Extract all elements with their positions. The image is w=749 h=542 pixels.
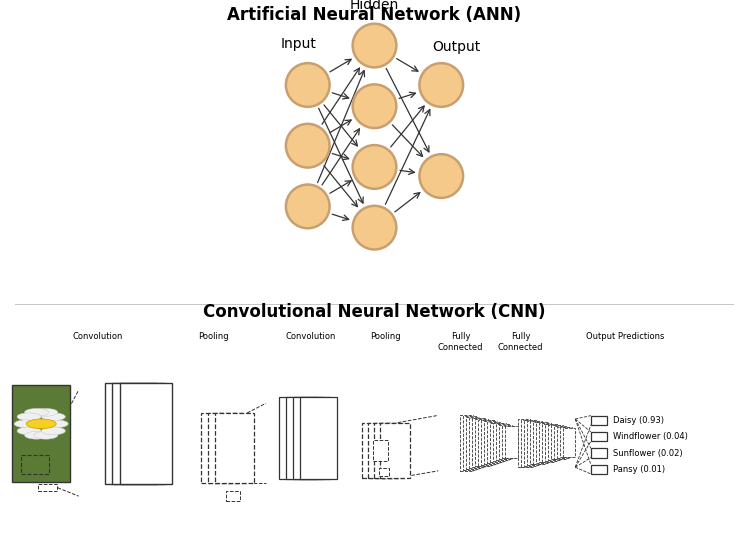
Bar — [533, 422, 545, 464]
Circle shape — [353, 24, 396, 67]
Bar — [226, 492, 240, 501]
Circle shape — [25, 431, 49, 439]
Text: Convolution: Convolution — [72, 332, 123, 341]
Circle shape — [419, 154, 463, 198]
Bar — [591, 448, 607, 457]
Bar — [536, 422, 548, 463]
Text: Pansy (0.01): Pansy (0.01) — [613, 465, 666, 474]
Bar — [460, 415, 473, 471]
Bar — [463, 416, 476, 470]
Bar — [487, 422, 500, 463]
Circle shape — [14, 420, 38, 428]
Bar — [518, 419, 530, 467]
Bar — [208, 413, 247, 483]
Bar — [493, 423, 506, 461]
Text: Pooling: Pooling — [198, 332, 228, 341]
Bar — [279, 397, 317, 479]
Bar — [551, 425, 563, 460]
Text: Output Predictions: Output Predictions — [586, 332, 664, 341]
Bar — [373, 440, 388, 461]
Bar — [466, 417, 479, 469]
Bar — [12, 385, 70, 482]
Text: Windflower (0.04): Windflower (0.04) — [613, 432, 688, 441]
Bar — [380, 423, 410, 478]
Text: Convolution: Convolution — [285, 332, 336, 341]
Bar — [37, 485, 57, 491]
Circle shape — [419, 63, 463, 107]
Bar — [300, 397, 337, 479]
Bar — [215, 413, 254, 483]
Bar — [112, 383, 165, 484]
Bar — [524, 420, 536, 466]
Bar — [499, 425, 512, 460]
Text: Daisy (0.93): Daisy (0.93) — [613, 416, 664, 425]
Bar — [374, 423, 404, 478]
Bar — [475, 419, 488, 467]
Bar — [120, 383, 172, 484]
Text: Fully
Connected: Fully Connected — [438, 332, 483, 352]
Circle shape — [353, 145, 396, 189]
Bar — [591, 432, 607, 441]
Bar — [368, 423, 398, 478]
Bar — [21, 455, 49, 474]
Circle shape — [41, 427, 65, 435]
Text: Fully
Connected: Fully Connected — [498, 332, 543, 352]
Circle shape — [353, 206, 396, 249]
Bar — [469, 417, 482, 468]
Bar — [557, 427, 569, 458]
Bar — [527, 421, 539, 465]
Text: Output: Output — [432, 40, 481, 54]
Circle shape — [286, 63, 330, 107]
Bar — [379, 468, 389, 476]
Bar — [563, 428, 575, 456]
Bar — [591, 416, 607, 425]
Bar — [484, 421, 497, 464]
Bar — [490, 423, 503, 462]
Bar — [286, 397, 324, 479]
Circle shape — [44, 420, 68, 428]
Bar — [539, 423, 551, 462]
Circle shape — [34, 409, 58, 416]
Text: Convolutional Neural Network (CNN): Convolutional Neural Network (CNN) — [203, 303, 546, 321]
Circle shape — [26, 419, 56, 429]
Bar — [560, 427, 572, 457]
Circle shape — [25, 409, 49, 416]
Bar — [496, 424, 509, 460]
Bar — [542, 424, 554, 462]
Bar — [293, 397, 330, 479]
Circle shape — [353, 85, 396, 128]
Bar — [502, 425, 515, 459]
Circle shape — [41, 413, 65, 421]
Bar — [478, 420, 491, 466]
Text: Hidden: Hidden — [350, 0, 399, 11]
Text: Sunflower (0.02): Sunflower (0.02) — [613, 448, 683, 457]
Bar — [554, 426, 566, 459]
Bar — [472, 418, 485, 467]
Bar — [481, 421, 494, 464]
Text: Input: Input — [281, 37, 317, 51]
Bar — [505, 426, 518, 457]
Circle shape — [34, 431, 58, 439]
Bar — [548, 425, 560, 460]
Text: Pooling: Pooling — [371, 332, 401, 341]
Bar — [201, 413, 240, 483]
Text: Artificial Neural Network (ANN): Artificial Neural Network (ANN) — [228, 6, 521, 24]
Circle shape — [17, 413, 41, 421]
Bar — [530, 421, 542, 464]
Circle shape — [286, 124, 330, 167]
Circle shape — [17, 427, 41, 435]
Bar — [591, 465, 607, 474]
Bar — [105, 383, 157, 484]
Bar — [521, 420, 533, 467]
Circle shape — [286, 184, 330, 228]
Bar — [545, 424, 557, 461]
Bar — [362, 423, 392, 478]
